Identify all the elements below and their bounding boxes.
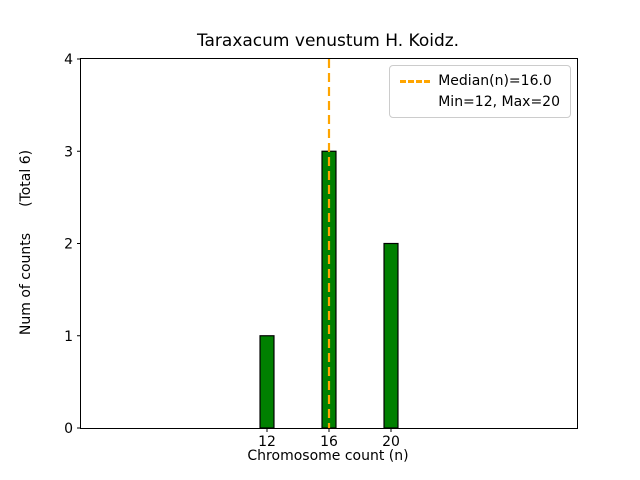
x-tick-label: 16 <box>320 434 338 450</box>
bar <box>259 335 275 429</box>
y-axis-total-text: (Total 6) <box>18 149 34 207</box>
y-tick-label: 1 <box>64 329 73 345</box>
legend-item-median: Median(n)=16.0 <box>400 73 560 89</box>
x-tick-label: 12 <box>258 434 276 450</box>
x-tick-label: 20 <box>382 434 400 450</box>
legend-label-median: Median(n)=16.0 <box>438 73 552 89</box>
y-tick-label: 2 <box>64 237 73 253</box>
y-tick-label: 0 <box>64 421 73 437</box>
y-axis-label-text: Num of counts <box>18 232 34 336</box>
y-axis-label: Num of counts (Total 6) <box>16 58 36 427</box>
x-axis-label: Chromosome count (n) <box>247 448 409 464</box>
median-line-swatch <box>400 79 431 83</box>
chart-title: Taraxacum venustum H. Koidz. <box>196 31 460 51</box>
y-tick-label: 4 <box>64 52 73 68</box>
legend-item-minmax: Min=12, Max=20 <box>400 94 560 110</box>
plot-area: 12 16 20 0 1 2 3 4 Median(n)=16.0 Min=12, Max=2… <box>64 52 578 450</box>
y-tick-label: 3 <box>64 144 73 160</box>
legend-empty-swatch <box>400 101 430 104</box>
legend: Median(n)=16.0 Min=12, Max=20 <box>389 65 571 118</box>
bar <box>383 242 399 429</box>
legend-label-minmax: Min=12, Max=20 <box>438 94 560 110</box>
